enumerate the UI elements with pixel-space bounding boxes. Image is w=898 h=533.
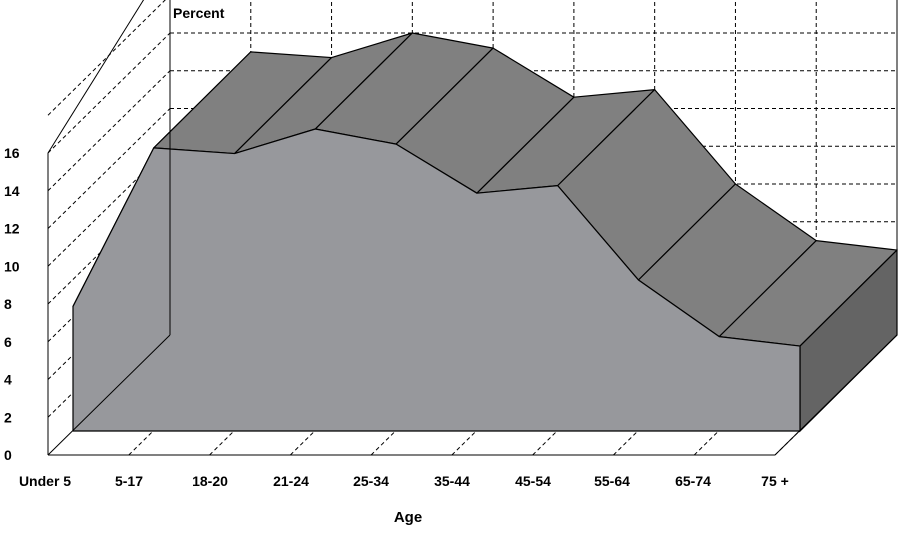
x-axis-title: Age bbox=[394, 509, 422, 526]
area-front-face bbox=[72, 128, 801, 432]
back-wall-border bbox=[169, 0, 898, 335]
x-tick-labels: Under 5 5-17 18-20 21-24 25-34 35-44 45-54 55-6… bbox=[19, 473, 789, 489]
y-tick-label: 12 bbox=[4, 221, 20, 237]
x-tick-label: 5-17 bbox=[115, 473, 143, 489]
y-tick-label: 8 bbox=[4, 296, 12, 312]
x-tick-label: 21-24 bbox=[273, 473, 309, 489]
y-tick-label: 14 bbox=[4, 183, 20, 199]
x-tick-label: 65-74 bbox=[675, 473, 711, 489]
x-tick-label: 75 + bbox=[761, 473, 789, 489]
left-wall-top-edge bbox=[47, 0, 145, 154]
y-tick-label: 16 bbox=[4, 145, 20, 161]
y-tick-label: 4 bbox=[4, 372, 12, 388]
y-tick-label: 0 bbox=[4, 447, 12, 463]
x-tick-label: 45-54 bbox=[515, 473, 551, 489]
x-tick-label: 55-64 bbox=[594, 473, 630, 489]
x-tick-label: 25-34 bbox=[353, 473, 389, 489]
left-wall-gridline bbox=[47, 32, 171, 154]
left-wall-gridline bbox=[47, 70, 171, 192]
area-series bbox=[72, 32, 898, 433]
x-tick-label: 35-44 bbox=[434, 473, 470, 489]
x-tick-label: 18-20 bbox=[192, 473, 228, 489]
y-tick-label: 2 bbox=[4, 409, 12, 425]
y-tick-labels: 0 2 4 6 8 10 12 14 16 bbox=[4, 145, 20, 463]
floor-right-edge bbox=[774, 334, 898, 456]
left-wall-gridline bbox=[47, 108, 171, 229]
y-axis-title: Percent bbox=[173, 5, 225, 21]
y-tick-label: 6 bbox=[4, 334, 12, 350]
x-tick-label: Under 5 bbox=[19, 473, 71, 489]
chart-axes bbox=[47, 0, 898, 456]
left-wall-gridline bbox=[47, 0, 166, 116]
y-tick-label: 10 bbox=[4, 258, 20, 274]
left-wall-bottom-edge bbox=[47, 334, 171, 456]
